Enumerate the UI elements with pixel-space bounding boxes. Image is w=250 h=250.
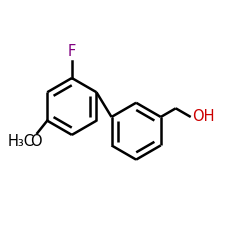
Text: OH: OH (192, 110, 214, 124)
Text: O: O (30, 134, 42, 149)
Text: F: F (68, 44, 76, 60)
Text: H₃C: H₃C (8, 134, 35, 149)
